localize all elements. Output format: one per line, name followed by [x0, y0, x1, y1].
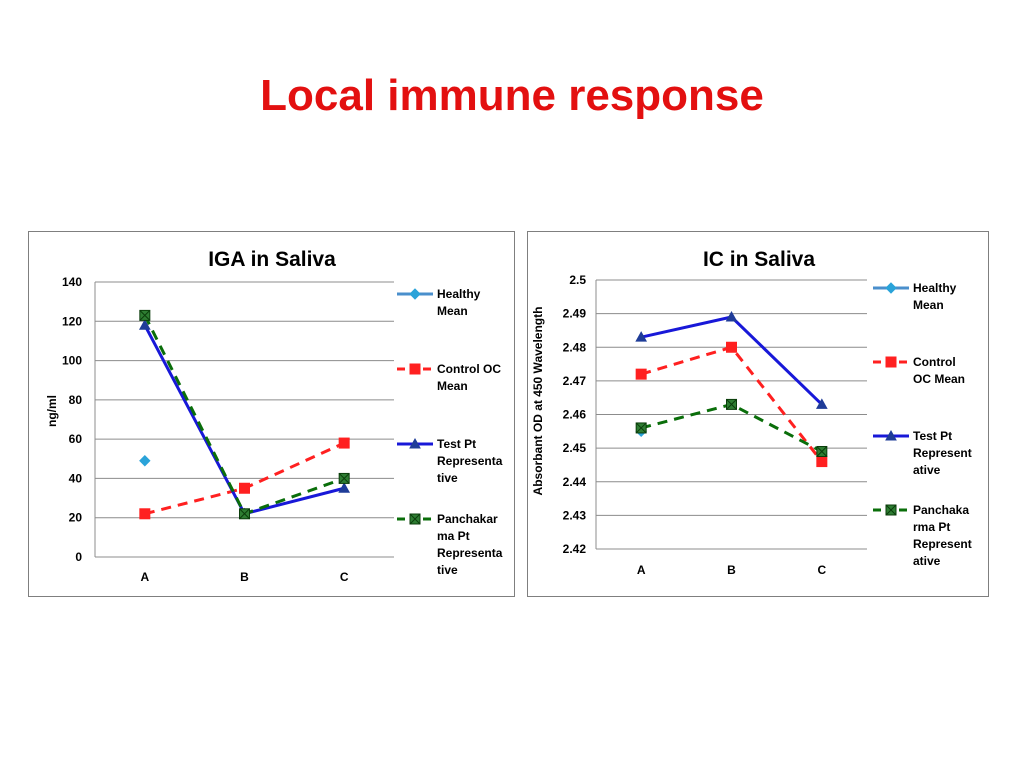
legend-label: Control: [913, 355, 956, 369]
x-tick-label: B: [240, 570, 249, 584]
chart-ic-in-saliva: IC in Saliva 2.42 2.43 2.44 2.45 2.46 2.47 2.48…: [527, 231, 989, 597]
data-point-marker: [338, 437, 350, 449]
legend-label: Panchaka: [913, 503, 969, 517]
data-point-marker: [815, 398, 828, 409]
data-point-marker: [239, 508, 250, 520]
y-tick-label: 2.42: [563, 542, 587, 556]
y-tick-label: 2.46: [563, 408, 587, 422]
data-point-marker: [138, 319, 151, 330]
legend-label: Mean: [437, 379, 468, 393]
y-tick-label: 2.43: [563, 508, 587, 522]
legend-label: Represent: [913, 446, 972, 460]
y-tick-label: 2.5: [569, 273, 586, 287]
legend-label: Representa: [437, 454, 503, 468]
x-tick-label: C: [340, 570, 349, 584]
y-tick-label: 40: [69, 471, 83, 485]
y-tick-label: 140: [62, 275, 82, 289]
legend-label: Panchakar: [437, 512, 498, 526]
data-point-marker: [338, 472, 350, 484]
y-axis-label: ng/ml: [45, 395, 59, 427]
x-tick-label: B: [727, 563, 736, 577]
y-tick-label: 100: [62, 354, 82, 368]
x-tick-label: C: [817, 563, 826, 577]
legend-label: ative: [913, 463, 941, 477]
legend-marker: [885, 282, 897, 294]
legend-label: Mean: [913, 298, 944, 312]
y-tick-label: 2.48: [563, 340, 587, 354]
data-point-marker: [725, 310, 738, 322]
series-line: [640, 315, 823, 406]
legend-marker: [885, 429, 897, 441]
legend-label: Control OC: [437, 362, 501, 376]
legend-marker: [885, 356, 897, 368]
legend-marker: [409, 288, 421, 300]
legend-label: Healthy: [437, 287, 481, 301]
chart-iga-in-saliva: IGA in Saliva 0 20 40 60 80 100 120 140 ng/ml A B C H…: [28, 231, 515, 597]
chart-title: IC in Saliva: [703, 248, 815, 271]
legend-label: tive: [437, 563, 458, 577]
data-point-marker: [635, 368, 647, 380]
legend-label: tive: [437, 471, 458, 485]
x-tick-label: A: [637, 563, 646, 577]
x-tick-label: A: [140, 570, 149, 584]
y-tick-label: 120: [62, 314, 82, 328]
legend-label: Mean: [437, 304, 468, 318]
legend-label: Test Pt: [437, 437, 476, 451]
data-point-marker: [239, 482, 250, 494]
y-tick-label: 2.44: [563, 475, 587, 489]
y-tick-label: 2.49: [563, 307, 587, 321]
legend-label: Represent: [913, 537, 972, 551]
y-tick-label: 2.47: [563, 374, 587, 388]
chart-ic-svg: IC in Saliva 2.42 2.43 2.44 2.45 2.46 2.47 2.48…: [531, 248, 972, 577]
legend-label: ative: [913, 554, 941, 568]
legend-label: Healthy: [913, 281, 957, 295]
y-axis-label: Absorbant OD at 450 Wavelength: [531, 307, 545, 496]
legend-marker: [409, 363, 421, 375]
data-point-marker: [635, 331, 648, 342]
y-tick-label: 20: [69, 511, 83, 525]
y-tick-label: 80: [69, 393, 83, 407]
chart-title: IGA in Saliva: [208, 248, 336, 271]
y-tick-label: 0: [75, 550, 82, 564]
data-point-marker: [635, 422, 647, 434]
data-point-marker: [726, 341, 737, 353]
data-point-marker: [139, 455, 151, 467]
legend-label: Representa: [437, 546, 503, 560]
legend-marker: [409, 437, 421, 449]
legend-label: ma Pt: [437, 529, 470, 543]
data-point-marker: [139, 309, 151, 321]
legend-label: rma Pt: [913, 520, 950, 534]
legend-marker: [885, 504, 897, 516]
chart-iga-svg: IGA in Saliva 0 20 40 60 80 100 120 140 ng/ml A B C H…: [45, 248, 503, 584]
legend-label: Test Pt: [913, 429, 952, 443]
slide-title: Local immune response: [260, 71, 764, 120]
data-point-marker: [726, 398, 737, 410]
y-tick-label: 2.45: [563, 441, 587, 455]
data-point-marker: [816, 456, 828, 468]
data-point-marker: [139, 508, 151, 520]
data-point-marker: [816, 445, 828, 457]
legend-marker: [409, 513, 421, 525]
data-point-marker: [338, 482, 351, 493]
legend-label: OC Mean: [913, 372, 965, 386]
y-tick-label: 60: [69, 432, 83, 446]
